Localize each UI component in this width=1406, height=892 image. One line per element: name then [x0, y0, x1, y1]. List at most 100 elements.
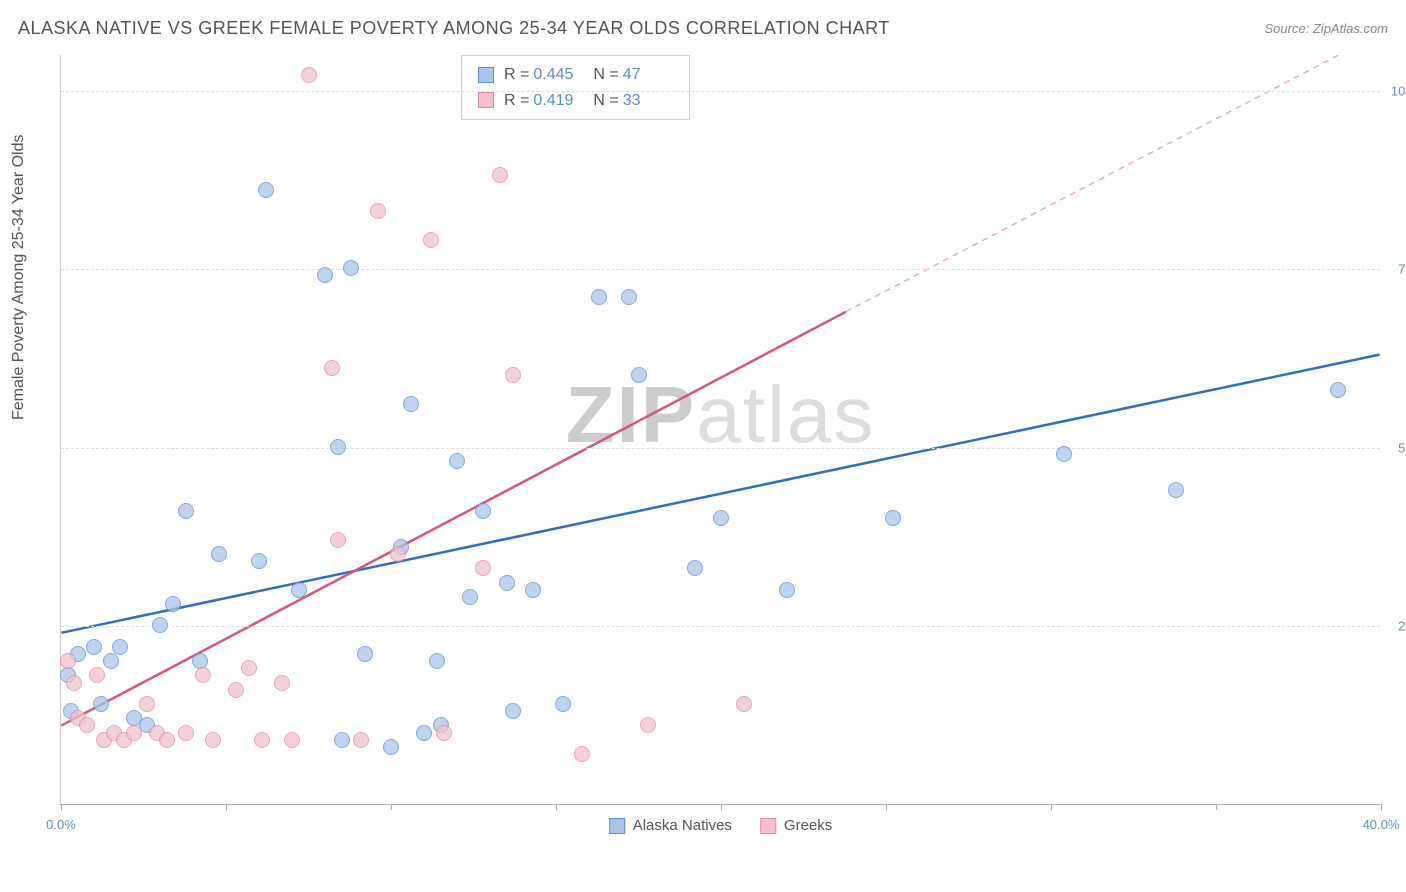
watermark: ZIPatlas [566, 369, 875, 461]
stats-row: R =0.445N =47 [478, 62, 673, 88]
data-point [103, 653, 119, 669]
data-point [86, 639, 102, 655]
data-point [317, 267, 333, 283]
data-point [93, 696, 109, 712]
gridline [61, 269, 1380, 270]
stats-legend-box: R =0.445N =47R =0.419N =33 [461, 55, 690, 120]
y-tick-label: 75.0% [1398, 262, 1406, 277]
data-point [591, 289, 607, 305]
data-point [416, 725, 432, 741]
data-point [383, 739, 399, 755]
legend-label: Greeks [784, 817, 832, 834]
data-point [505, 703, 521, 719]
data-point [475, 560, 491, 576]
data-point [1330, 382, 1346, 398]
data-point [403, 396, 419, 412]
data-point [251, 553, 267, 569]
data-point [885, 510, 901, 526]
data-point [228, 682, 244, 698]
data-point [423, 232, 439, 248]
legend-swatch [609, 818, 625, 834]
legend-swatch [760, 818, 776, 834]
data-point [258, 182, 274, 198]
scatter-plot: ZIPatlas R =0.445N =47R =0.419N =33 Alas… [60, 55, 1380, 805]
data-point [126, 725, 142, 741]
legend-swatch [478, 67, 494, 83]
data-point [60, 653, 76, 669]
data-point [429, 653, 445, 669]
data-point [324, 360, 340, 376]
data-point [274, 675, 290, 691]
x-tick [1381, 804, 1382, 810]
y-tick-label: 25.0% [1398, 619, 1406, 634]
data-point [390, 546, 406, 562]
x-tick [886, 804, 887, 810]
data-point [205, 732, 221, 748]
data-point [357, 646, 373, 662]
data-point [353, 732, 369, 748]
data-point [621, 289, 637, 305]
data-point [211, 546, 227, 562]
data-point [159, 732, 175, 748]
data-point [79, 717, 95, 733]
legend-label: Alaska Natives [633, 817, 732, 834]
x-tick [226, 804, 227, 810]
data-point [334, 732, 350, 748]
data-point [574, 746, 590, 762]
data-point [192, 653, 208, 669]
source-credit: Source: ZipAtlas.com [1264, 21, 1388, 36]
gridline [61, 626, 1380, 627]
data-point [195, 667, 211, 683]
data-point [499, 575, 515, 591]
data-point [284, 732, 300, 748]
trend-lines-layer [61, 55, 1380, 804]
data-point [1056, 446, 1072, 462]
data-point [449, 453, 465, 469]
gridline [61, 91, 1380, 92]
data-point [687, 560, 703, 576]
n-value: 47 [623, 62, 673, 88]
data-point [178, 725, 194, 741]
y-axis-label: Female Poverty Among 25-34 Year Olds [10, 135, 28, 421]
data-point [462, 589, 478, 605]
data-point [330, 439, 346, 455]
gridline [61, 448, 1380, 449]
y-tick-label: 50.0% [1398, 440, 1406, 455]
data-point [178, 503, 194, 519]
data-point [555, 696, 571, 712]
x-tick [61, 804, 62, 810]
data-point [66, 675, 82, 691]
data-point [254, 732, 270, 748]
x-tick [721, 804, 722, 810]
x-tick-label: 0.0% [46, 817, 76, 832]
data-point [505, 367, 521, 383]
bottom-legend: Alaska Natives Greeks [609, 817, 833, 834]
legend-item: Alaska Natives [609, 817, 732, 834]
data-point [640, 717, 656, 733]
chart-title: ALASKA NATIVE VS GREEK FEMALE POVERTY AM… [18, 18, 890, 39]
x-tick [1051, 804, 1052, 810]
data-point [736, 696, 752, 712]
data-point [241, 660, 257, 676]
data-point [301, 67, 317, 83]
data-point [343, 260, 359, 276]
data-point [112, 639, 128, 655]
legend-swatch [478, 92, 494, 108]
data-point [713, 510, 729, 526]
y-tick-label: 100.0% [1391, 83, 1406, 98]
data-point [492, 167, 508, 183]
x-tick [556, 804, 557, 810]
data-point [436, 725, 452, 741]
data-point [165, 596, 181, 612]
data-point [152, 617, 168, 633]
data-point [330, 532, 346, 548]
data-point [89, 667, 105, 683]
data-point [779, 582, 795, 598]
data-point [525, 582, 541, 598]
x-tick [391, 804, 392, 810]
trend-line [846, 55, 1380, 312]
x-tick [1216, 804, 1217, 810]
x-tick-label: 40.0% [1363, 817, 1400, 832]
title-bar: ALASKA NATIVE VS GREEK FEMALE POVERTY AM… [18, 18, 1388, 39]
data-point [370, 203, 386, 219]
